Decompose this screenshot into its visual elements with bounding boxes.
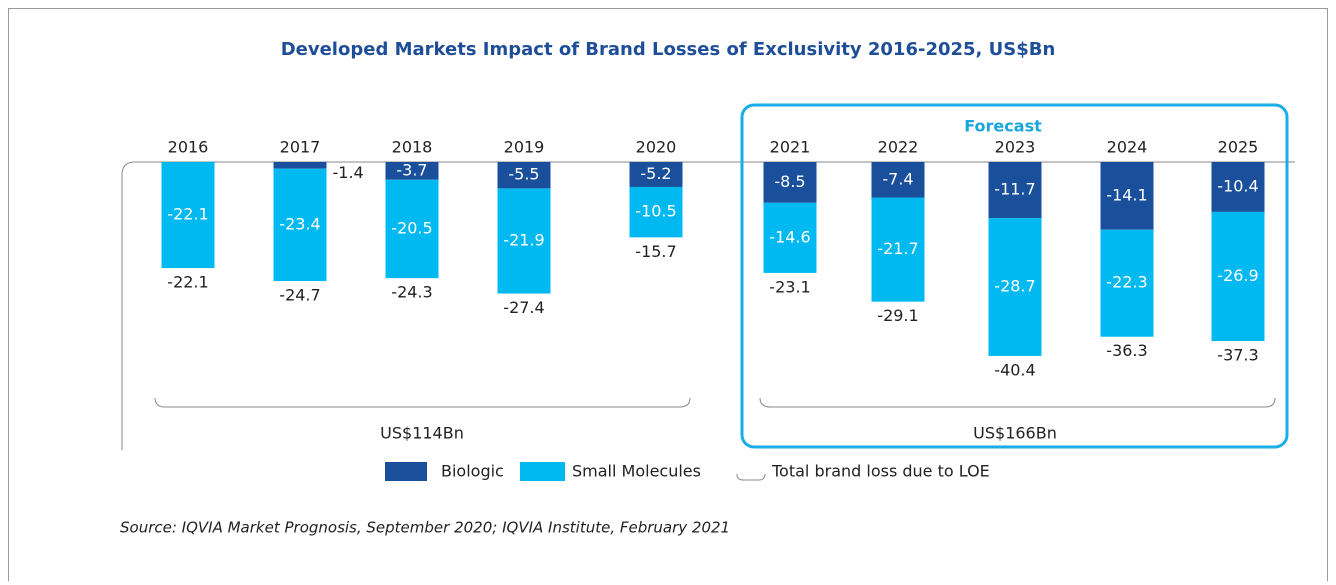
bar-segment <box>497 162 551 189</box>
bar-segment <box>497 188 551 294</box>
bracket <box>154 397 691 408</box>
source: Source: IQVIA Market Prognosis, Septembe… <box>120 519 730 537</box>
data-label: -10.4 <box>1217 176 1258 195</box>
legend-label: Total brand loss due to LOE <box>771 462 990 481</box>
legend-label: Small Molecules <box>572 462 701 481</box>
x-tick-label: 2022 <box>878 138 919 157</box>
total-label: -29.1 <box>877 306 918 325</box>
data-label: -20.5 <box>391 218 432 237</box>
forecast-label: Forecast <box>964 117 1042 136</box>
data-label: -5.5 <box>508 165 539 184</box>
data-label: -1.4 <box>333 163 364 182</box>
x-tick-label: 2017 <box>280 138 321 157</box>
x-tick-label: 2018 <box>392 138 433 157</box>
bracket <box>759 397 1276 408</box>
data-label: -22.1 <box>167 205 208 224</box>
bar-segment <box>1211 211 1265 342</box>
data-label: -5.2 <box>640 164 671 183</box>
bar-segment <box>1100 229 1154 337</box>
bar-segment <box>273 168 327 282</box>
bar-segment <box>629 186 683 238</box>
group-label: US$114Bn <box>380 424 464 443</box>
frame <box>8 8 1328 585</box>
total-label: -23.1 <box>769 277 810 296</box>
legend-swatch <box>385 462 427 481</box>
bar-segment <box>763 162 817 203</box>
data-label: -28.7 <box>994 277 1035 296</box>
data-label: -26.9 <box>1217 266 1258 285</box>
data-label: -23.4 <box>279 214 320 233</box>
zero-line <box>121 161 1295 450</box>
group-label: US$166Bn <box>973 424 1057 443</box>
bar-segment <box>988 218 1042 356</box>
total-label: -37.3 <box>1217 346 1258 365</box>
x-tick-label: 2016 <box>168 138 209 157</box>
bar-segment <box>629 162 683 187</box>
bar-segment <box>763 202 817 273</box>
x-tick-label: 2020 <box>636 138 677 157</box>
data-label: -14.6 <box>769 227 810 246</box>
legend-bracket <box>736 473 766 481</box>
total-label: -24.3 <box>391 283 432 302</box>
total-label: -15.7 <box>635 242 676 261</box>
bar-segment <box>1100 162 1154 230</box>
chart-title: Developed Markets Impact of Brand Losses… <box>281 39 1056 60</box>
data-label: -14.1 <box>1106 185 1147 204</box>
x-tick-label: 2025 <box>1218 138 1259 157</box>
data-label: -22.3 <box>1106 273 1147 292</box>
data-label: -21.7 <box>877 239 918 258</box>
total-label: -27.4 <box>503 298 544 317</box>
bar-segment <box>161 162 215 269</box>
x-tick-label: 2024 <box>1107 138 1148 157</box>
forecast-box <box>740 103 1289 449</box>
bar-segment <box>871 162 925 198</box>
bar-segment <box>871 197 925 302</box>
bar-segment <box>1211 162 1265 212</box>
data-label: -8.5 <box>774 172 805 191</box>
legend-label: Biologic <box>441 462 504 481</box>
x-tick-label: 2023 <box>995 138 1036 157</box>
total-label: -22.1 <box>167 273 208 292</box>
x-tick-label: 2019 <box>504 138 545 157</box>
data-label: -21.9 <box>503 230 544 249</box>
data-label: -10.5 <box>635 202 676 221</box>
total-label: -36.3 <box>1106 341 1147 360</box>
bar-segment <box>385 179 439 279</box>
bar-segment <box>988 162 1042 219</box>
bar-segment <box>273 162 327 169</box>
x-tick-label: 2021 <box>770 138 811 157</box>
data-label: -11.7 <box>994 180 1035 199</box>
total-label: -40.4 <box>994 360 1035 379</box>
bar-segment <box>385 162 439 180</box>
data-label: -3.7 <box>396 160 427 179</box>
data-label: -7.4 <box>882 169 913 188</box>
legend-swatch <box>520 462 565 481</box>
total-label: -24.7 <box>279 286 320 305</box>
